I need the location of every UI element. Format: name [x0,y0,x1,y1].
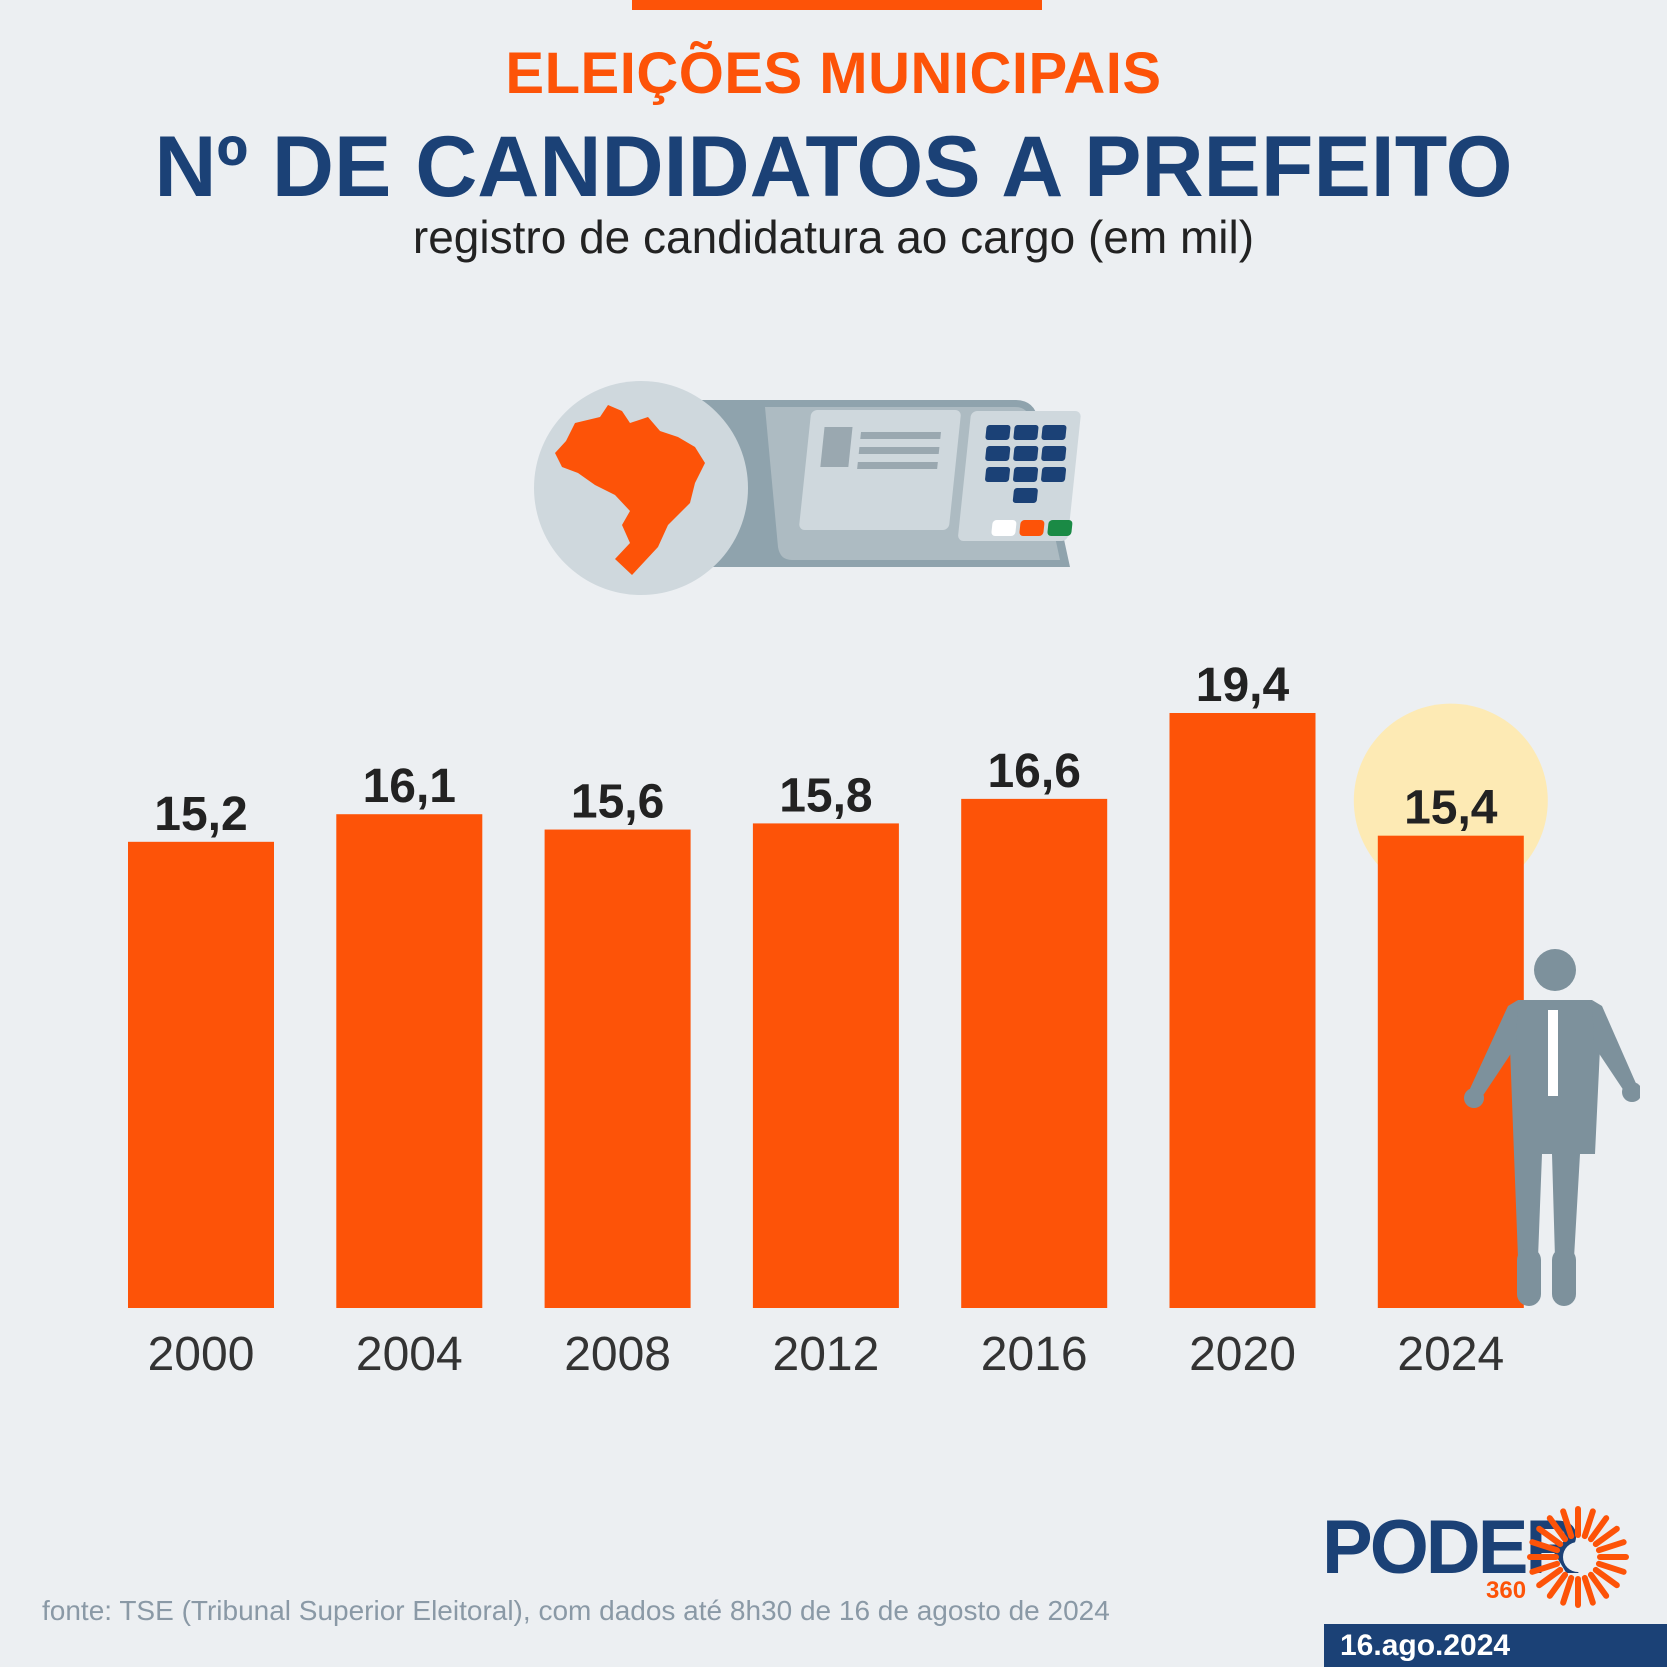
top-accent-bar [632,0,1042,10]
bar-2024 [1377,835,1524,1308]
publication-date: 16.ago.2024 [1324,1624,1667,1667]
candidate-figure [1464,949,1640,1306]
sun-ray [1546,1571,1569,1599]
keypad-keys [985,425,1067,503]
x-tick-2000: 2000 [148,1328,255,1381]
x-tick-2004: 2004 [356,1328,463,1381]
bar-2004 [336,814,483,1308]
x-tick-2016: 2016 [981,1328,1088,1381]
sun-core [1563,1542,1593,1572]
sun-ray [1536,1525,1564,1548]
screen-line [858,447,940,454]
chart-title: Nº DE CANDIDATOS A PREFEITO [154,119,1513,215]
value-label-2004: 16,1 [363,760,456,813]
screen-line [857,462,938,469]
screen-photo [820,427,853,467]
sun-burst-icon [1527,1506,1629,1608]
x-tick-2012: 2012 [773,1328,880,1381]
value-label-2024: 15,4 [1404,782,1498,835]
chart-subtitle: registro de candidatura ao cargo (em mil… [412,211,1255,263]
sun-ray [1529,1560,1561,1575]
logo-number: 360 [1486,1577,1527,1604]
value-label-2020: 19,4 [1196,659,1290,712]
screen-line [860,432,942,439]
source-note: fonte: TSE (Tribunal Superior Eleitoral)… [42,1595,1110,1626]
bar-2020 [1169,713,1316,1308]
sun-ray [1529,1539,1561,1554]
sun-ray [1595,1539,1627,1554]
candidate-figure-icon [1464,949,1640,1306]
sun-ray [1592,1525,1620,1548]
value-label-2008: 15,6 [571,776,664,829]
sun-ray [1536,1566,1564,1589]
sun-ray [1587,1571,1610,1599]
green-key [1047,520,1073,536]
voting-machine-illustration [534,381,1081,595]
x-tick-2008: 2008 [564,1328,671,1381]
sun-ray [1592,1566,1620,1589]
poder360-logo: PODER 360 [1322,1505,1642,1608]
kicker: ELEIÇÕES MUNICIPAIS [505,41,1162,106]
value-label-2012: 15,8 [779,769,872,822]
bar-2016 [961,798,1108,1308]
x-tick-2020: 2020 [1189,1328,1296,1381]
sun-ray [1595,1560,1627,1575]
sun-ray [1560,1508,1575,1540]
sun-ray [1587,1515,1610,1543]
sun-ray [1560,1574,1575,1606]
sun-ray [1581,1508,1596,1540]
orange-key [1019,520,1045,536]
logo-wordmark: PODER [1322,1505,1580,1590]
value-label-2016: 16,6 [987,745,1080,798]
sun-ray [1546,1515,1569,1543]
brazil-map-icon [555,405,705,575]
value-label-2000: 15,2 [154,788,247,841]
bar-2000 [128,841,274,1308]
bar-2012 [752,823,899,1308]
white-key [991,520,1017,536]
x-tick-2024: 2024 [1397,1328,1504,1381]
sun-ray [1581,1574,1596,1606]
bar-2008 [544,829,691,1308]
